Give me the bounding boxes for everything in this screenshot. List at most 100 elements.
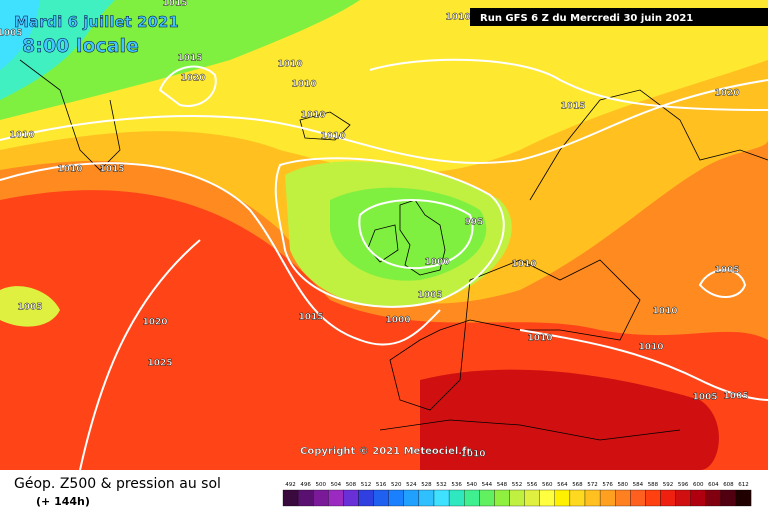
date: Mardi 6 juillet 2021 bbox=[14, 13, 179, 31]
legend-lead: (+ 144h) bbox=[36, 495, 90, 508]
scale-label: 512 bbox=[361, 482, 372, 488]
scale-swatch bbox=[630, 489, 646, 507]
scale-label: 612 bbox=[738, 482, 749, 488]
isobar-label: 1015 bbox=[298, 313, 323, 323]
local-time: 8:00 locale bbox=[22, 35, 139, 57]
isobar-label: 1015 bbox=[177, 54, 202, 64]
isobar-label: 1010 bbox=[445, 13, 470, 23]
isobar-labels: 1015 1005 1010 1015 1010 1020 1010 1010 1010 1010… bbox=[0, 0, 749, 460]
scale-label: 516 bbox=[376, 482, 387, 488]
scale-label: 556 bbox=[527, 482, 538, 488]
scale-label: 532 bbox=[436, 482, 447, 488]
scale-swatch bbox=[675, 489, 691, 507]
scale-swatch bbox=[554, 489, 571, 507]
scale-label: 568 bbox=[572, 482, 583, 488]
scale-label: 600 bbox=[693, 482, 704, 488]
scale-swatch bbox=[388, 489, 404, 507]
scale-label: 592 bbox=[663, 482, 674, 488]
isobar-label: 1010 bbox=[511, 260, 536, 270]
isobar-label: 1020 bbox=[714, 89, 739, 99]
scale-swatch bbox=[313, 489, 329, 507]
scale-label: 596 bbox=[678, 482, 689, 488]
scale-label: 492 bbox=[285, 482, 296, 488]
coast-af bbox=[379, 419, 681, 441]
scale-label: 588 bbox=[648, 482, 659, 488]
isobar-label: 1010 bbox=[57, 165, 82, 175]
scale-label: 552 bbox=[512, 482, 523, 488]
scale-swatch bbox=[418, 489, 435, 507]
scale-label: 560 bbox=[542, 482, 553, 488]
isobar-label: 1000 bbox=[424, 258, 449, 268]
scale-swatch bbox=[660, 489, 676, 507]
scale-swatch bbox=[720, 489, 737, 507]
isobar-label: 1010 bbox=[291, 80, 316, 90]
coastlines bbox=[19, 59, 768, 441]
scale-swatch bbox=[735, 489, 752, 507]
isobar-label: 1010 bbox=[460, 450, 485, 460]
isobar bbox=[0, 162, 441, 346]
scale-swatch bbox=[343, 489, 359, 507]
isobar-label: 1015 bbox=[99, 165, 124, 175]
scale-swatch bbox=[448, 489, 465, 507]
scale-label: 580 bbox=[618, 482, 629, 488]
isobar-label: 1005 bbox=[417, 291, 442, 301]
scale-label: 504 bbox=[331, 482, 342, 488]
isobar-label: 1005 bbox=[714, 266, 739, 276]
isobar-label: 1005 bbox=[692, 393, 717, 403]
isobar-label: 1005 bbox=[17, 303, 42, 313]
isobar bbox=[369, 58, 768, 111]
isobars bbox=[0, 58, 768, 471]
scale-swatch bbox=[479, 489, 495, 507]
coast-gl bbox=[19, 59, 121, 171]
isobar bbox=[698, 269, 747, 298]
scale-swatch bbox=[509, 489, 525, 507]
coast-eu bbox=[389, 259, 641, 411]
scale-swatch bbox=[373, 489, 389, 507]
legend-title: Géop. Z500 & pression au sol bbox=[14, 476, 221, 492]
isobar-label: 1015 bbox=[560, 102, 585, 112]
coast-is bbox=[299, 111, 351, 141]
scale-label: 500 bbox=[316, 482, 327, 488]
field-cyan bbox=[0, 0, 40, 70]
isobar bbox=[0, 79, 768, 164]
isobar-label: 1015 bbox=[162, 0, 187, 9]
isobar bbox=[519, 329, 768, 401]
scale-swatch bbox=[690, 489, 706, 507]
scale-swatch bbox=[297, 489, 314, 507]
scale-swatch bbox=[282, 489, 299, 507]
scale-swatch bbox=[615, 489, 631, 507]
coast-scand bbox=[529, 89, 768, 201]
isobar-label: 1010 bbox=[300, 111, 325, 121]
scale-swatch bbox=[645, 489, 661, 507]
scale-label: 544 bbox=[482, 482, 493, 488]
coast-ie bbox=[367, 224, 399, 263]
scale-label: 548 bbox=[497, 482, 508, 488]
copyright: Copyright © 2021 Meteociel.fr bbox=[300, 446, 471, 457]
background bbox=[0, 0, 768, 470]
isobar bbox=[158, 65, 217, 107]
scale-label: 576 bbox=[602, 482, 613, 488]
isobar-label: 1025 bbox=[147, 359, 172, 369]
field-darkred bbox=[420, 369, 719, 470]
scale-swatch bbox=[705, 489, 722, 507]
scale-swatch bbox=[433, 489, 450, 507]
isobar-label: 1005 bbox=[723, 392, 748, 402]
isobar-label: 1005 bbox=[0, 29, 23, 39]
isobar bbox=[274, 157, 505, 308]
scale-swatch bbox=[569, 489, 586, 507]
scale-label: 604 bbox=[708, 482, 719, 488]
scale-label: 572 bbox=[587, 482, 598, 488]
scale-label: 564 bbox=[557, 482, 568, 488]
color-scale: 492 496 500 504 508 512 516 520 524 528 532 536 540 5… bbox=[282, 482, 752, 507]
scale-label: 520 bbox=[391, 482, 402, 488]
isobar-label: 1010 bbox=[527, 334, 552, 344]
field-yellow-w bbox=[0, 286, 60, 327]
scale-swatch bbox=[494, 489, 510, 507]
scale-swatch bbox=[403, 489, 420, 507]
isobar-label: 1010 bbox=[320, 132, 345, 142]
scale-label: 508 bbox=[346, 482, 357, 488]
isobar-label: 1020 bbox=[142, 318, 167, 328]
scale-swatch bbox=[328, 489, 344, 507]
